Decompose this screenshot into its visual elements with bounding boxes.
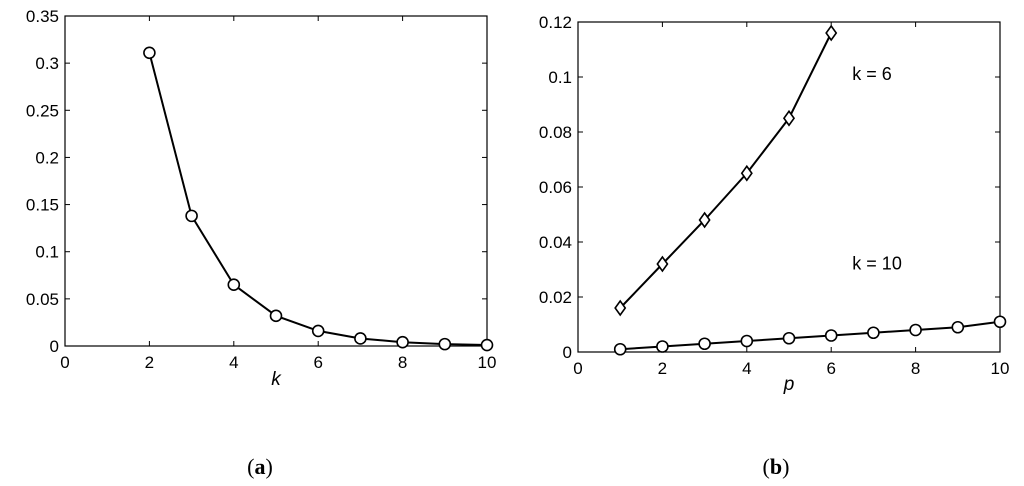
x-tick-label: 4 <box>742 359 751 378</box>
caption-close: ) <box>782 454 789 479</box>
data-point <box>480 338 494 352</box>
x-tick-label: 10 <box>991 359 1010 378</box>
data-point <box>438 337 452 351</box>
y-tick-label: 0.02 <box>539 288 572 307</box>
data-point <box>143 46 156 60</box>
y-tick-label: 0.15 <box>26 196 59 215</box>
data-point <box>185 209 198 223</box>
annotation-label: k = 6 <box>852 64 892 84</box>
y-tick-label: 0.25 <box>26 101 59 120</box>
data-point <box>311 324 325 338</box>
series-line <box>148 52 488 347</box>
data-point <box>227 278 241 292</box>
chart-b: 0 2 4 6 8 10 0 0.02 0.04 0.06 0.08 0.1 0.12 p k = 6 k =… <box>539 13 1010 479</box>
data-point <box>698 337 711 351</box>
y-tick-label: 0 <box>563 343 572 362</box>
data-point <box>782 109 796 127</box>
x-tick-label: 0 <box>573 359 582 378</box>
data-point <box>825 24 838 42</box>
x-tick-label: 2 <box>145 353 154 372</box>
x-tick-label: 2 <box>658 359 667 378</box>
caption-letter: b <box>770 454 782 479</box>
data-point <box>656 340 669 353</box>
x-tick-label: 8 <box>398 353 407 372</box>
y-tick-label: 0.1 <box>35 243 59 262</box>
x-tick-label: 4 <box>229 353 238 372</box>
data-point <box>614 299 627 317</box>
panel-caption: (b) <box>763 454 790 479</box>
y-tick-label: 0.3 <box>35 54 59 73</box>
y-tick-label: 0 <box>50 337 59 356</box>
chart-a: 0 2 4 6 8 10 0 0.05 0.1 0.15 0.2 0.25 0.3 0.35 k (a) <box>26 7 497 479</box>
data-point <box>993 315 1007 329</box>
series-line <box>620 320 1001 351</box>
data-point <box>396 335 409 349</box>
data-point <box>951 320 965 334</box>
x-tick-label: 10 <box>478 353 497 372</box>
series-0 <box>143 46 494 352</box>
data-point <box>656 255 669 273</box>
x-tick-label: 8 <box>911 359 920 378</box>
y-tick-label: 0.1 <box>548 68 572 87</box>
plot-frame <box>64 15 488 347</box>
x-tick-label: 6 <box>826 359 835 378</box>
caption-open: ( <box>247 454 254 479</box>
y-tick-label: 0.2 <box>35 148 59 167</box>
data-point <box>269 309 283 323</box>
series-line <box>619 32 833 309</box>
caption-open: ( <box>763 454 770 479</box>
x-tick-label: 0 <box>60 353 69 372</box>
panel-caption: (a) <box>247 454 273 479</box>
series-0 <box>614 24 838 317</box>
caption-letter: a <box>255 454 266 479</box>
data-point <box>824 329 838 342</box>
y-tick-label: 0.12 <box>539 13 572 32</box>
annotation-label: k = 10 <box>852 254 902 274</box>
y-tick-label: 0.08 <box>539 123 572 142</box>
y-tick-label: 0.05 <box>26 290 59 309</box>
x-axis-label: k <box>271 369 282 390</box>
y-tick-label: 0.04 <box>539 233 572 252</box>
x-axis-label: p <box>783 374 795 395</box>
plot-frame <box>577 21 1001 353</box>
data-point <box>740 334 754 348</box>
caption-close: ) <box>266 454 273 479</box>
data-point <box>354 332 367 345</box>
y-tick-label: 0.35 <box>26 7 59 26</box>
x-tick-label: 6 <box>313 353 322 372</box>
data-point <box>698 211 711 229</box>
data-point <box>867 326 880 340</box>
data-point <box>740 164 753 182</box>
data-point <box>909 323 922 337</box>
series-1 <box>613 315 1007 356</box>
y-tick-label: 0.06 <box>539 178 572 197</box>
data-point <box>782 331 796 345</box>
data-point <box>613 342 627 356</box>
